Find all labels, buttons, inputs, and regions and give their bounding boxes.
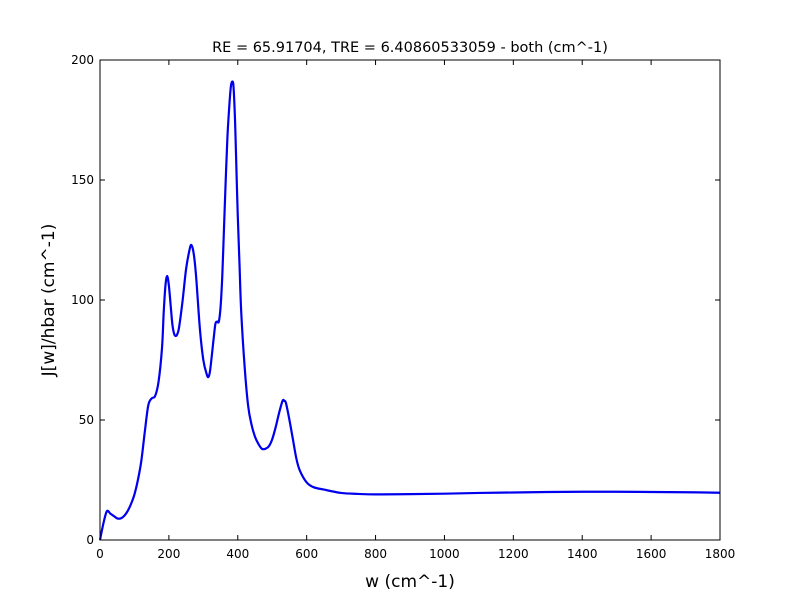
chart-title: RE = 65.91704, TRE = 6.40860533059 - bot…	[212, 40, 608, 56]
y-axis-label: J[w]/hbar (cm^-1)	[39, 224, 59, 378]
series-line	[98, 80, 721, 541]
y-tick-label: 200	[71, 53, 94, 67]
x-tick-label: 1000	[429, 547, 460, 561]
y-tick-label: 100	[71, 293, 94, 307]
y-tick-label: 50	[79, 413, 94, 427]
plot-frame	[99, 59, 721, 541]
x-tick-label: 400	[226, 547, 249, 561]
x-tick-label: 600	[295, 547, 318, 561]
x-tick-label: 0	[96, 547, 104, 561]
x-tick-label: 200	[157, 547, 180, 561]
x-axis-label: w (cm^-1)	[365, 572, 455, 592]
x-tick-label: 1600	[636, 547, 667, 561]
y-tick-label: 150	[71, 173, 94, 187]
x-tick-label: 1400	[567, 547, 598, 561]
plot-background	[100, 60, 720, 540]
y-tick-label: 0	[86, 533, 94, 547]
x-tick-label: 1200	[498, 547, 529, 561]
x-tick-label: 800	[364, 547, 387, 561]
tick-labels: 0 200 400 600 800 1000 1200 1400 1600 1800 0 50 100 1…	[71, 53, 735, 561]
x-tick-label: 1800	[705, 547, 736, 561]
